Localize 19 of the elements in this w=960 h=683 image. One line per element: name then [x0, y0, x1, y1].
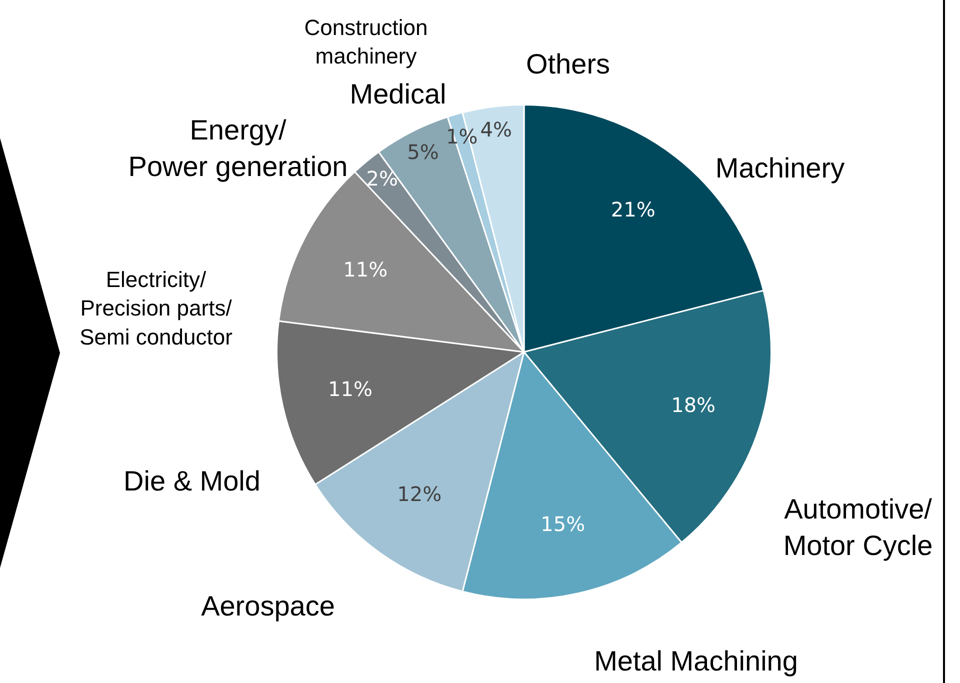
data-label: 18% [671, 393, 716, 418]
data-label: 5% [407, 140, 439, 164]
data-label: 4% [480, 117, 512, 142]
slice-label: Die & Mold [124, 466, 260, 497]
slice-label: Aerospace [201, 590, 335, 622]
slice-label: Automotive/ Motor Cycle [783, 494, 933, 562]
data-label: 21% [610, 198, 656, 222]
data-label: 11% [343, 257, 388, 282]
slice-label: Medical [350, 78, 446, 110]
slice-label: Metal Machining [594, 646, 798, 677]
data-label: 15% [540, 512, 586, 536]
slice-label: Energy/ Power generation [128, 114, 348, 182]
data-label: 11% [328, 377, 372, 402]
slice-label: Machinery [715, 152, 845, 184]
slice-label: Electricity/ Precision parts/ Semi conductor [80, 267, 233, 350]
data-label: 12% [397, 482, 442, 506]
slice-label: Others [526, 48, 610, 80]
data-label: 2% [366, 166, 398, 191]
slice-label: Construction machinery [304, 15, 428, 69]
